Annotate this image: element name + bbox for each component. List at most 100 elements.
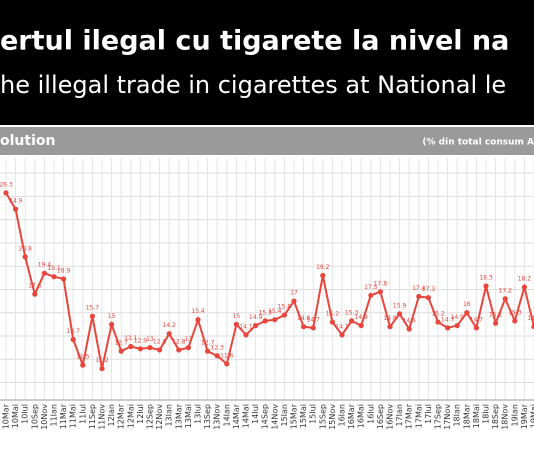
data-label: 15.2 [326,311,340,318]
point [166,331,172,337]
x-tick-label: 11Iul [78,404,87,424]
point [51,274,57,280]
x-tick-label: 11Ian [50,404,59,427]
x-tick-label: 17Mar [405,403,414,429]
point [80,362,86,368]
data-label: 11.2 [95,357,109,364]
point [454,322,460,329]
data-label: 14.1 [335,323,349,330]
chart-title: olution [0,133,55,149]
data-label: 12.9 [134,337,148,344]
point [224,361,230,367]
x-tick-label: 19Ian [510,404,519,427]
data-label: 15 [233,313,241,320]
data-label: 15.4 [268,308,282,315]
x-tick-label: 17Ian [395,404,404,427]
point [243,332,249,338]
data-label: 14.2 [163,322,177,329]
data-label: 14.8 [297,315,311,322]
point [128,343,134,350]
data-label: 14.1 [239,323,253,330]
x-tick-label: 12Mar [117,403,126,429]
point [109,321,115,327]
point [233,321,239,327]
data-label: 18.3 [479,274,493,281]
x-tick-label: 14Nov [270,404,279,430]
data-label: 15.7 [86,305,100,312]
point [397,311,403,317]
point [445,325,451,331]
point [157,347,163,353]
x-tick-label: 14Ian [222,404,231,427]
data-label: 12.3 [211,344,225,351]
data-label: 13 [185,336,193,343]
x-tick-label: 16Ian [338,404,347,427]
x-tick-label: 11Mar [59,403,68,429]
data-label: 16 [463,301,471,308]
x-tick-label: 10Iul [21,404,30,424]
point [185,345,191,351]
x-tick-label: 12Sep [146,404,155,429]
x-tick-label: 11Nov [98,404,107,430]
point [358,322,364,329]
data-label: 14.7 [441,316,455,323]
data-label: 12.8 [172,338,186,345]
data-label: 14.7 [307,316,321,323]
x-tick-label: 19Mar [520,403,529,429]
data-label: 12.8 [153,338,167,345]
point [320,272,326,279]
x-tick-label: 11Mai [69,404,78,428]
point [118,348,124,354]
x-tick-label: 10Nov [40,404,49,430]
point [387,324,393,330]
point [195,317,201,323]
x-tick-label: 12Mai [126,404,135,428]
x-tick-label: 13Mai [184,404,193,428]
data-label: 18.9 [57,268,71,275]
point [205,348,211,354]
x-tick-label: 15Mai [299,404,308,428]
data-label: 13.1 [124,335,138,342]
data-label: 14.9 [249,314,263,321]
point [41,270,48,276]
data-label: 17.2 [499,287,513,294]
data-label: 18.2 [518,276,532,283]
data-label: 15.3 [508,309,522,316]
chart-subtitle: (% din total consum A [422,138,534,148]
point [416,293,422,300]
point [521,284,528,290]
point [464,310,470,316]
point [3,190,9,196]
point [147,345,153,351]
x-tick-label: 18Mai [472,404,481,428]
x-tick-label: 17Nov [443,404,452,430]
point [281,312,287,318]
point [483,283,489,289]
data-label: 14.7 [470,316,484,323]
x-tick-label: 12Ian [107,404,116,427]
data-label: 17.3 [422,286,436,293]
data-label: 14.8 [383,315,397,322]
point [272,317,278,323]
x-tick-label: 14Mar [232,403,241,429]
data-label: 17.6 [28,283,42,290]
data-label: 26.3 [0,181,13,188]
x-tick-label: 15Sep [318,404,327,429]
x-tick-label: 10Mar [2,403,11,429]
x-tick-label: 13Nov [213,404,222,430]
point [22,254,28,260]
x-tick-label: 14Mai [242,404,251,428]
x-tick-label: 13Iul [194,404,203,424]
point [512,318,518,324]
point [13,206,19,212]
x-tick-label: 15Nov [328,404,337,430]
x-tick-label: 18Ian [453,404,462,427]
x-tick-label: 10Sep [30,404,39,429]
point [301,324,307,330]
x-tick-label: 11Sep [88,404,97,429]
data-label: 19.1 [47,265,61,272]
data-label: 14.9 [451,314,465,321]
data-label: 13.7 [67,328,81,335]
x-tick-label: 12Nov [155,404,164,430]
